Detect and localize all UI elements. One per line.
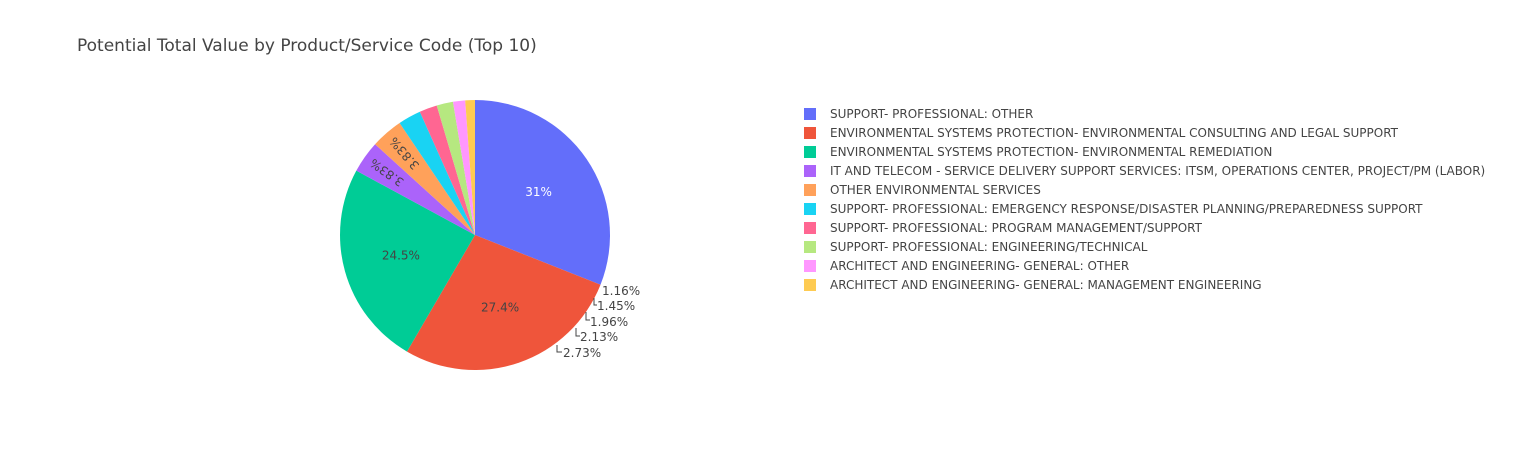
leader-line-8 — [585, 312, 590, 321]
legend-swatch — [804, 260, 816, 272]
legend-label: SUPPORT- PROFESSIONAL: EMERGENCY RESPONS… — [830, 202, 1423, 216]
legend-item-2[interactable]: ENVIRONMENTAL SYSTEMS PROTECTION- ENVIRO… — [804, 126, 1399, 140]
slice-label-10: 1.16% — [602, 284, 640, 298]
legend-label: ENVIRONMENTAL SYSTEMS PROTECTION- ENVIRO… — [830, 126, 1399, 140]
legend-item-6[interactable]: SUPPORT- PROFESSIONAL: EMERGENCY RESPONS… — [804, 202, 1423, 216]
legend-item-10[interactable]: ARCHITECT AND ENGINEERING- GENERAL: MANA… — [804, 278, 1262, 292]
legend-item-7[interactable]: SUPPORT- PROFESSIONAL: PROGRAM MANAGEMEN… — [804, 221, 1203, 235]
legend-item-1[interactable]: SUPPORT- PROFESSIONAL: OTHER — [804, 107, 1033, 121]
legend-item-3[interactable]: ENVIRONMENTAL SYSTEMS PROTECTION- ENVIRO… — [804, 145, 1272, 159]
legend-swatch — [804, 108, 816, 120]
legend-swatch — [804, 222, 816, 234]
slice-label-6: 2.73% — [563, 346, 601, 360]
legend-item-4[interactable]: IT AND TELECOM - SERVICE DELIVERY SUPPOR… — [804, 164, 1485, 178]
pie-slice-8[interactable] — [436, 101, 475, 235]
slice-label-3: 24.5% — [382, 249, 420, 263]
legend-label: IT AND TELECOM - SERVICE DELIVERY SUPPOR… — [830, 164, 1485, 178]
legend-swatch — [804, 279, 816, 291]
legend-swatch — [804, 146, 816, 158]
slice-label-7: 2.13% — [580, 330, 618, 344]
leader-line-7 — [575, 328, 580, 337]
pie-slice-10[interactable] — [465, 100, 475, 235]
slice-label-8: 1.96% — [590, 315, 628, 329]
pie-slice-7[interactable] — [419, 105, 475, 235]
legend-swatch — [804, 203, 816, 215]
legend-item-8[interactable]: SUPPORT- PROFESSIONAL: ENGINEERING/TECHN… — [804, 240, 1148, 254]
pie-slice-6[interactable] — [399, 111, 475, 235]
pie-slice-9[interactable] — [452, 100, 475, 235]
legend-item-5[interactable]: OTHER ENVIRONMENTAL SERVICES — [804, 183, 1041, 197]
legend-label: ARCHITECT AND ENGINEERING- GENERAL: OTHE… — [830, 259, 1129, 273]
legend-label: SUPPORT- PROFESSIONAL: PROGRAM MANAGEMEN… — [830, 221, 1203, 235]
legend-swatch — [804, 184, 816, 196]
legend-swatch — [804, 165, 816, 177]
pie-slice-1[interactable] — [475, 100, 610, 285]
pie-slice-4[interactable] — [356, 144, 475, 235]
leader-line-9 — [593, 298, 597, 306]
legend-label: SUPPORT- PROFESSIONAL: OTHER — [830, 107, 1033, 121]
legend-label: OTHER ENVIRONMENTAL SERVICES — [830, 183, 1041, 197]
chart-title: Potential Total Value by Product/Service… — [77, 36, 537, 56]
legend-label: ENVIRONMENTAL SYSTEMS PROTECTION- ENVIRO… — [830, 145, 1272, 159]
pie-slice-3[interactable] — [340, 170, 475, 352]
slice-label-1: 31% — [525, 185, 552, 199]
legend-item-9[interactable]: ARCHITECT AND ENGINEERING- GENERAL: OTHE… — [804, 259, 1129, 273]
legend: SUPPORT- PROFESSIONAL: OTHER ENVIRONMENTA… — [804, 107, 1485, 292]
pie-slice-2[interactable] — [406, 235, 601, 370]
leader-line-6 — [556, 345, 562, 353]
pie-slices — [340, 100, 610, 370]
slice-label-9: 1.45% — [597, 299, 635, 313]
legend-swatch — [804, 241, 816, 253]
legend-label: ARCHITECT AND ENGINEERING- GENERAL: MANA… — [830, 278, 1262, 292]
legend-swatch — [804, 127, 816, 139]
slice-label-2: 27.4% — [481, 301, 519, 315]
pie-slice-5[interactable] — [375, 123, 475, 235]
legend-label: SUPPORT- PROFESSIONAL: ENGINEERING/TECHN… — [830, 240, 1148, 254]
